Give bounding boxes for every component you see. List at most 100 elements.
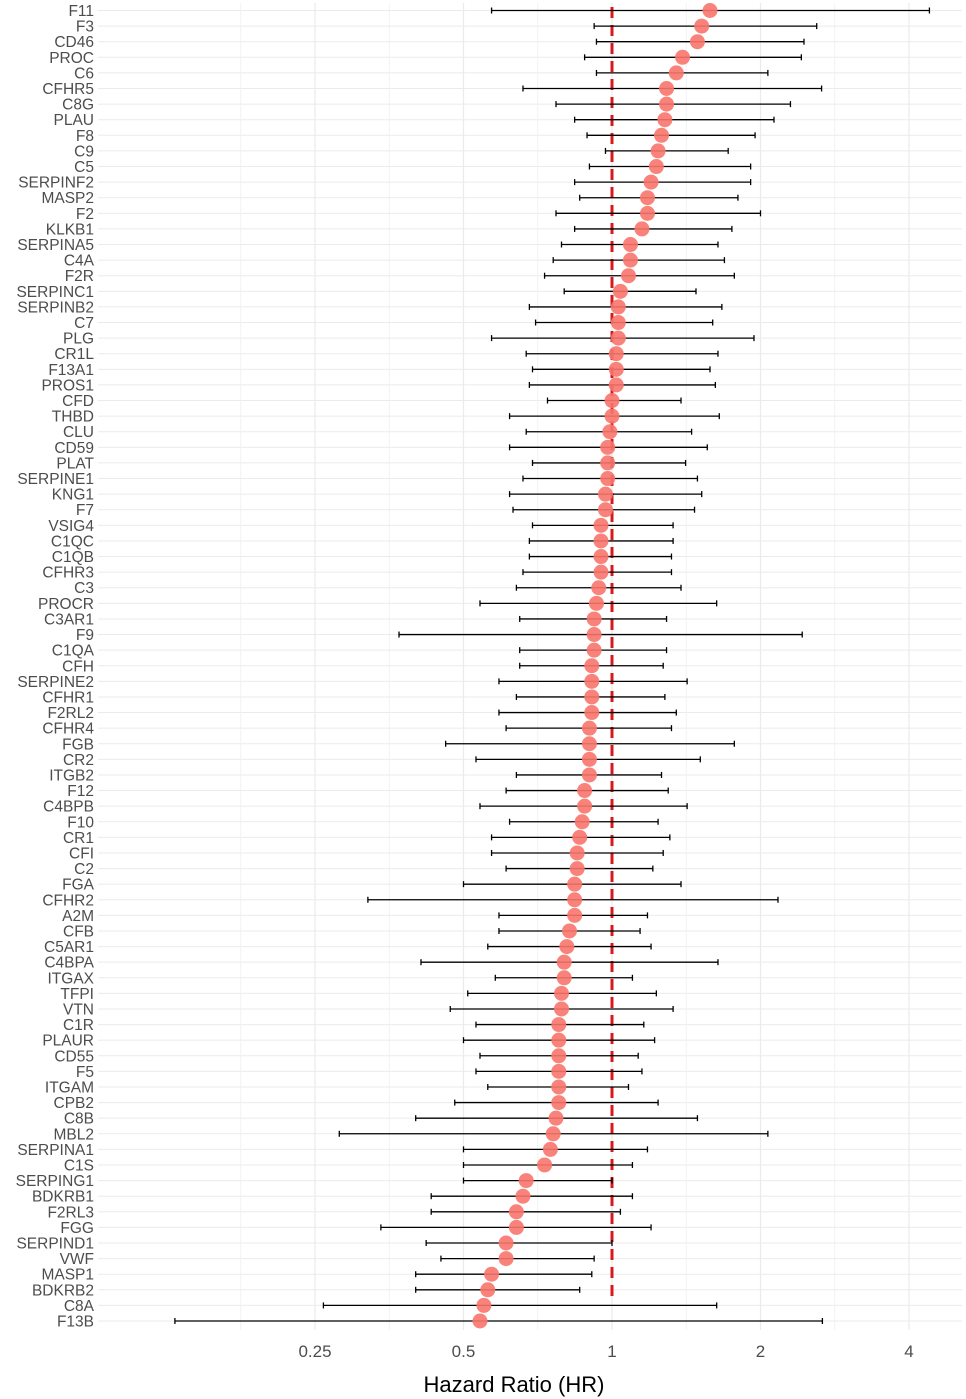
y-axis-label: CFB <box>63 923 94 940</box>
error-bar <box>573 116 775 123</box>
hr-point <box>622 237 638 253</box>
hr-point <box>569 845 585 861</box>
error-bar <box>415 1286 581 1293</box>
y-axis-label: CD46 <box>54 34 94 51</box>
y-axis-label: C9 <box>74 143 94 160</box>
error-bar <box>174 1318 824 1324</box>
hr-point <box>498 1235 514 1251</box>
hr-point <box>567 876 583 892</box>
hr-point <box>650 143 666 159</box>
y-axis-label: C5AR1 <box>44 939 94 956</box>
hr-point <box>584 705 600 721</box>
y-axis-label: C8B <box>64 1111 94 1128</box>
y-axis-labels: F11F3CD46PROCC6CFHR5C8GPLAUF8C9C5SERPINF… <box>16 3 95 1331</box>
y-axis-label: SERPINF2 <box>18 175 94 192</box>
y-axis-label: TFPI <box>60 986 94 1003</box>
y-axis-label: VSIG4 <box>48 518 94 535</box>
y-axis-label: F9 <box>76 627 94 644</box>
hr-point <box>600 471 616 487</box>
y-axis-label: KLKB1 <box>46 221 94 238</box>
y-axis-label: FGB <box>62 736 94 753</box>
hr-point <box>581 720 597 736</box>
hr-point <box>556 954 572 970</box>
y-axis-label: C1S <box>64 1157 94 1174</box>
error-bar <box>555 210 762 217</box>
hr-point <box>518 1173 534 1189</box>
y-axis-label: F2RL2 <box>47 705 94 722</box>
hr-point <box>553 985 569 1001</box>
error-bar <box>425 1239 613 1246</box>
hr-point <box>659 96 675 112</box>
hr-point <box>569 861 585 877</box>
y-axis-label: CD59 <box>54 440 94 457</box>
y-axis-label: CR2 <box>63 752 94 769</box>
y-axis-label: C7 <box>74 315 94 332</box>
y-axis-label: CFH <box>62 658 94 675</box>
y-axis-label: CFHR5 <box>42 81 94 98</box>
hr-point <box>551 1063 567 1079</box>
hr-point <box>586 627 602 643</box>
hr-point <box>593 549 609 565</box>
hr-point <box>548 1110 564 1126</box>
hr-point <box>622 252 638 268</box>
error-bar <box>552 257 726 264</box>
y-axis-label: A2M <box>62 908 94 925</box>
y-axis-label: C1QC <box>51 533 94 550</box>
y-axis-label: PROS1 <box>41 377 94 394</box>
hr-point <box>545 1126 561 1142</box>
y-axis-label: F2 <box>76 206 94 223</box>
hr-point <box>702 3 718 18</box>
hr-point <box>567 892 583 908</box>
y-axis-label: FGA <box>62 877 95 894</box>
error-bar <box>440 1255 595 1262</box>
y-axis-label: C3AR1 <box>44 611 94 628</box>
y-axis-label: F5 <box>76 1064 94 1081</box>
y-axis-label: F2RL3 <box>47 1204 94 1221</box>
hr-point <box>472 1313 488 1329</box>
y-axis-label: F13A1 <box>48 362 94 379</box>
hr-point <box>597 502 613 518</box>
y-axis-label: PROC <box>49 50 94 67</box>
y-axis-label: SERPINE2 <box>17 674 94 691</box>
hr-point <box>559 939 575 955</box>
y-axis-label: C1R <box>63 1017 94 1034</box>
hazard-ratio-points <box>472 3 718 1329</box>
hr-point <box>657 112 673 128</box>
hr-point <box>591 580 607 596</box>
y-axis-label: CFHR4 <box>42 721 94 738</box>
y-axis-label: CLU <box>63 424 94 441</box>
y-axis-label: F11 <box>68 3 94 20</box>
hr-point <box>610 330 626 346</box>
error-bar <box>604 147 729 154</box>
y-axis-label: C8G <box>62 97 94 114</box>
y-axis-label: FGG <box>60 1220 94 1237</box>
hr-point <box>551 1017 567 1033</box>
x-tick-label: 4 <box>904 1342 913 1361</box>
y-axis-label: F2R <box>65 268 94 285</box>
x-tick-label: 0.5 <box>452 1342 476 1361</box>
hr-point <box>574 814 590 830</box>
y-axis-label: KNG1 <box>52 487 94 504</box>
hr-point <box>556 970 572 986</box>
hr-point <box>561 923 577 939</box>
y-axis-label: SERPINE1 <box>17 471 94 488</box>
hr-point <box>586 642 602 658</box>
error-bar <box>588 163 752 170</box>
error-bar <box>322 1302 718 1309</box>
y-axis-label: PLAT <box>56 455 94 472</box>
hr-point <box>551 1032 567 1048</box>
hr-point <box>593 517 609 533</box>
hr-point <box>600 439 616 455</box>
hr-point <box>643 174 659 190</box>
hr-point <box>659 81 675 97</box>
hr-point <box>593 564 609 580</box>
hr-point <box>586 611 602 627</box>
y-axis-label: CD55 <box>54 1048 94 1065</box>
hr-point <box>668 65 684 81</box>
x-tick-label: 0.25 <box>298 1342 331 1361</box>
hr-point <box>508 1219 524 1235</box>
y-axis-label: C8A <box>64 1298 95 1315</box>
y-axis-label: F8 <box>76 128 94 145</box>
y-axis-label: C4BPB <box>43 799 94 816</box>
error-bar <box>415 1271 593 1278</box>
